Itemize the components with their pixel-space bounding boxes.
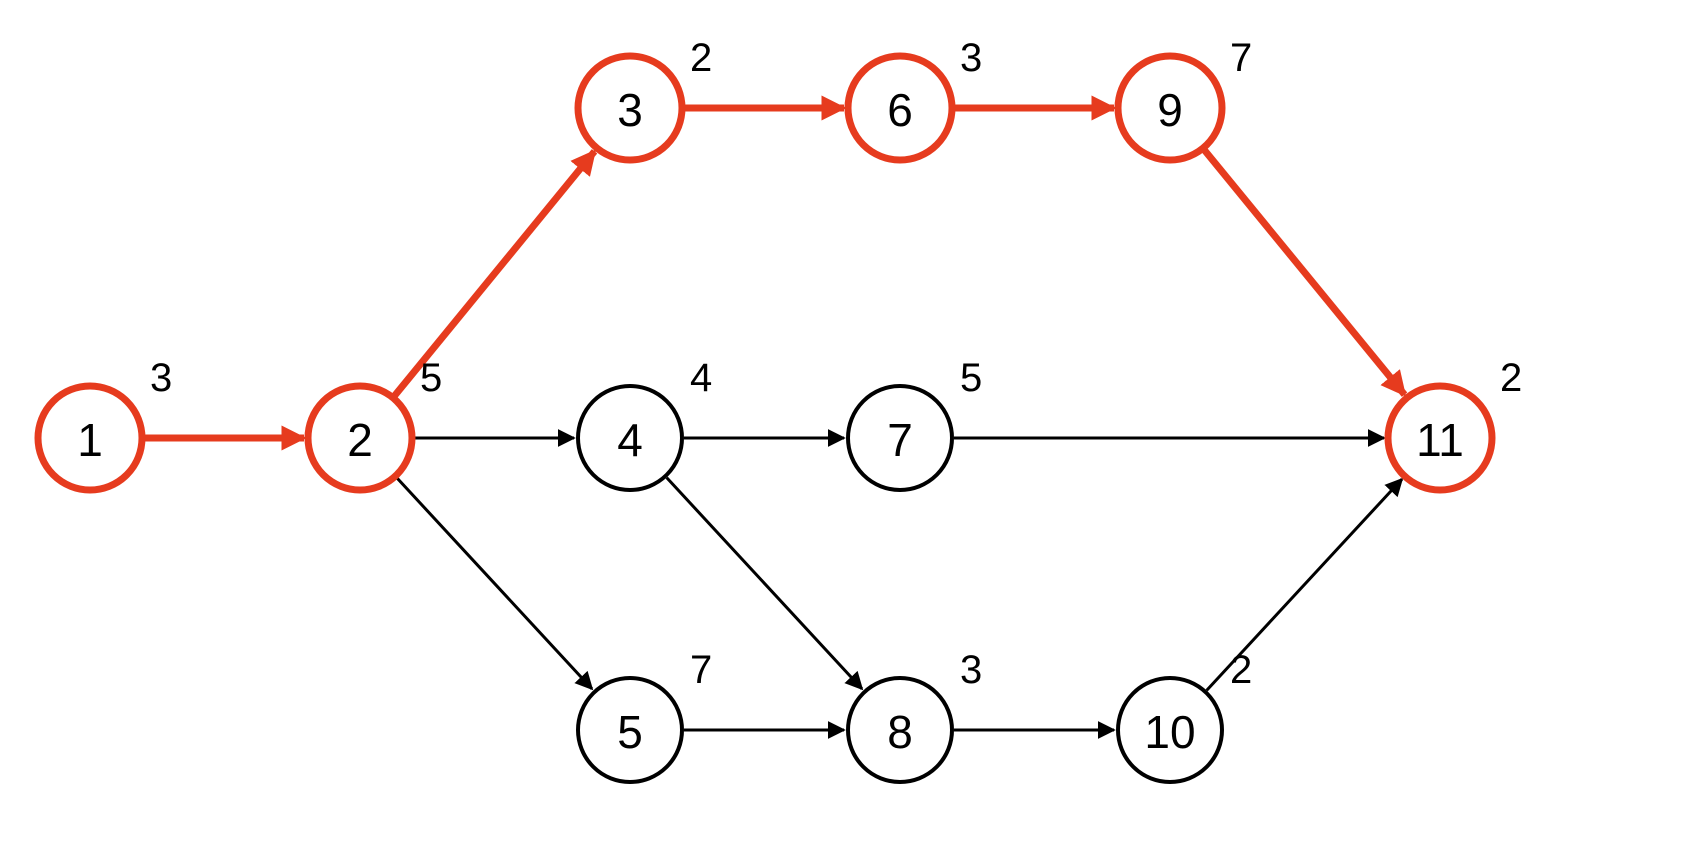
node-weight: 4 (690, 356, 712, 400)
node-label: 8 (887, 706, 913, 758)
node-label: 7 (887, 414, 913, 466)
node-1: 13 (38, 356, 172, 490)
node-3: 32 (578, 36, 712, 160)
activity-network-diagram: 132532445763758397102112 (0, 0, 1694, 863)
nodes-group: 132532445763758397102112 (38, 36, 1522, 782)
node-label: 11 (1416, 414, 1464, 466)
edge-9-11 (1204, 150, 1404, 395)
node-9: 97 (1118, 36, 1252, 160)
node-label: 5 (617, 706, 643, 758)
node-weight: 7 (690, 648, 712, 692)
node-8: 83 (848, 648, 982, 782)
node-weight: 3 (960, 36, 982, 80)
node-label: 6 (887, 84, 913, 136)
node-weight: 7 (1230, 36, 1252, 80)
node-label: 1 (77, 414, 103, 466)
node-weight: 3 (960, 648, 982, 692)
node-weight: 5 (420, 356, 442, 400)
node-weight: 5 (960, 356, 982, 400)
node-2: 25 (308, 356, 442, 490)
node-7: 75 (848, 356, 982, 490)
node-4: 44 (578, 356, 712, 490)
node-label: 2 (347, 414, 373, 466)
node-label: 4 (617, 414, 643, 466)
node-weight: 2 (690, 36, 712, 80)
node-6: 63 (848, 36, 982, 160)
node-label: 9 (1157, 84, 1183, 136)
node-10: 10 2 (1118, 648, 1252, 782)
node-label: 10 (1144, 706, 1195, 758)
node-5: 57 (578, 648, 712, 782)
node-label: 3 (617, 84, 643, 136)
node-weight: 2 (1230, 648, 1252, 692)
edge-2-5 (397, 478, 592, 689)
node-11: 11 2 (1388, 356, 1522, 490)
node-weight: 2 (1500, 356, 1522, 400)
node-weight: 3 (150, 356, 172, 400)
